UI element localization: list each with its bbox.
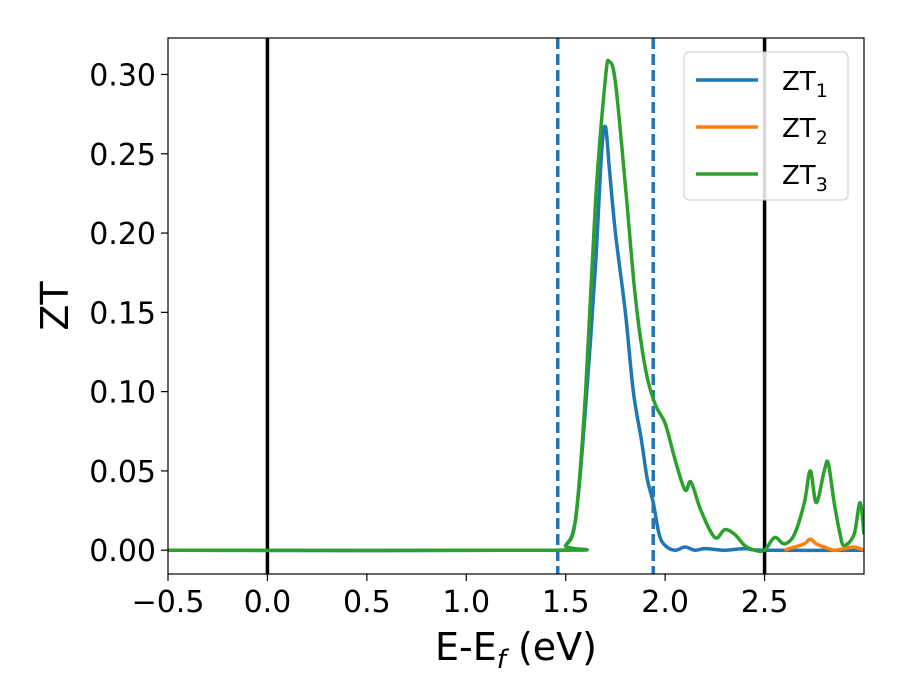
y-tick-label: 0.10 — [89, 376, 156, 411]
x-tick-label: 0.5 — [343, 585, 391, 620]
y-tick-label: 0.20 — [89, 217, 156, 252]
x-axis-label: E-Ef (eV) — [435, 625, 597, 675]
x-tick-label: 2.5 — [741, 585, 789, 620]
plot-frame — [167, 37, 865, 575]
legend-box — [683, 51, 849, 201]
x-tick-label: −0.5 — [132, 585, 205, 620]
y-axis-label: ZT — [33, 281, 77, 331]
series-lines — [168, 58, 864, 554]
y-axis-ticks: 0.00 0.05 0.10 0.15 0.20 0.25 0.30 — [89, 58, 168, 569]
x-tick-label: 0.0 — [244, 585, 292, 620]
legend-label-2: ZT2 — [782, 114, 828, 149]
y-tick-label: 0.30 — [89, 58, 156, 93]
x-tick-label: 1.5 — [542, 585, 590, 620]
x-tick-label: 2.0 — [641, 585, 689, 620]
legend: ZT1 ZT2 ZT3 — [683, 51, 849, 201]
y-tick-label: 0.15 — [89, 296, 156, 331]
y-tick-label: 0.05 — [89, 455, 156, 490]
x-tick-label: 1.0 — [442, 585, 490, 620]
legend-label-3: ZT3 — [782, 161, 828, 196]
y-tick-label: 0.00 — [89, 534, 156, 569]
x-axis-ticks: −0.5 0.0 0.5 1.0 1.5 2.0 2.5 — [132, 574, 789, 620]
legend-label-1: ZT1 — [782, 67, 828, 102]
y-tick-label: 0.25 — [89, 138, 156, 173]
series-line-2 — [783, 537, 864, 552]
series-line-3 — [168, 58, 864, 554]
